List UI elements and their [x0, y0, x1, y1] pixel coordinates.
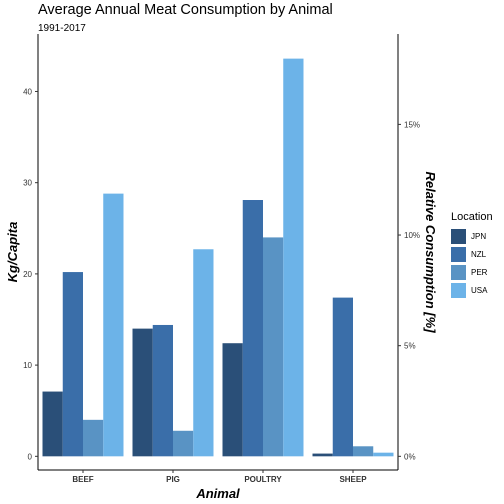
chart-title: Average Annual Meat Consumption by Anima… — [38, 2, 333, 18]
bar-poultry-usa — [283, 58, 304, 457]
bar-sheep-usa — [373, 452, 394, 457]
bar-pig-jpn — [132, 328, 153, 457]
x-tick-label: PIG — [166, 475, 180, 484]
x-axis-title: Animal — [195, 486, 240, 501]
bar-sheep-jpn — [312, 453, 333, 457]
y2-tick-label: 0% — [404, 452, 416, 461]
x-tick-label: BEEF — [72, 475, 93, 484]
legend-swatch — [451, 265, 466, 280]
y-axis-title: Kg/Capita — [5, 222, 20, 283]
bar-beef-usa — [103, 193, 124, 457]
y-tick-label: 30 — [23, 179, 32, 188]
y2-tick-label: 15% — [404, 120, 420, 129]
legend-title: Location — [451, 211, 493, 223]
bar-sheep-per — [353, 446, 374, 457]
bar-beef-per — [83, 419, 104, 457]
legend-swatch — [451, 283, 466, 298]
legend-item-nzl: NZL — [451, 246, 493, 263]
bar-pig-nzl — [152, 324, 173, 457]
bar-poultry-per — [263, 237, 284, 457]
bar-sheep-nzl — [332, 297, 353, 457]
x-tick-label: POULTRY — [244, 475, 282, 484]
y2-tick-label: 10% — [404, 231, 420, 240]
bar-pig-usa — [193, 249, 214, 457]
legend-label: USA — [471, 286, 488, 295]
legend-label: PER — [471, 268, 488, 277]
bar-poultry-jpn — [222, 343, 243, 457]
legend-item-per: PER — [451, 264, 493, 281]
y2-tick-label: 5% — [404, 342, 416, 351]
legend-swatch — [451, 247, 466, 262]
legend-label: NZL — [471, 250, 487, 259]
y2-axis-title: Relative Consumption [%] — [423, 171, 438, 333]
y-tick-label: 40 — [23, 87, 32, 96]
bar-beef-nzl — [62, 272, 83, 457]
legend-label: JPN — [471, 232, 487, 241]
x-tick-label: SHEEP — [339, 475, 367, 484]
y-tick-label: 20 — [23, 270, 32, 279]
bar-poultry-nzl — [242, 200, 263, 457]
legend-items: JPN NZL PER USA — [451, 228, 493, 299]
legend-item-jpn: JPN — [451, 228, 493, 245]
legend: Location JPN NZL PER USA — [451, 211, 493, 300]
chart-subtitle: 1991-2017 — [38, 23, 86, 34]
y-tick-label: 10 — [23, 361, 32, 370]
bar-pig-per — [173, 430, 194, 457]
bar-beef-jpn — [42, 391, 63, 457]
legend-swatch — [451, 229, 466, 244]
legend-item-usa: USA — [451, 282, 493, 299]
y-tick-label: 0 — [28, 452, 33, 461]
